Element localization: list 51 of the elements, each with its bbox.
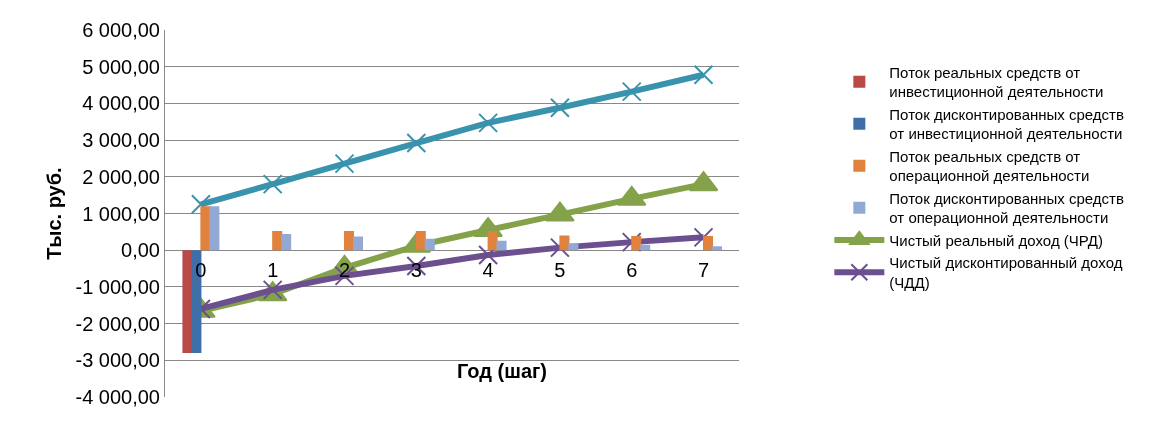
bar [272,231,283,251]
x-axis-title: Год (шаг) [457,360,547,382]
point [621,81,642,102]
point [262,174,283,195]
legend-label: Чистый реальный доход (ЧРД) [889,231,1103,249]
bar [640,244,651,251]
y-tick-label: 5 000,00 [82,55,160,78]
point [478,244,499,265]
bar [487,231,498,251]
point [549,97,570,118]
point [549,237,570,258]
point [693,227,714,248]
y-tick-label: 0,00 [121,239,160,262]
point [621,232,642,253]
bar [424,238,435,251]
bar [343,231,355,251]
legend-label: Поток реальных средств от инвестиционной деятельности [889,63,1104,101]
y-tick-label: 1 000,00 [82,202,160,225]
bar [711,246,723,251]
x-tick-label: 5 [554,259,566,282]
y-tick-label: 3 000,00 [82,129,160,152]
y-tick-label: -4 000,00 [75,386,160,408]
y-axis-title: Тыс. руб. [42,167,65,260]
y-tick-label: -1 000,00 [75,275,160,298]
bar [415,231,426,251]
legend-label: Поток дисконтированных средств от операционной деятельности [889,189,1124,227]
bar [559,235,570,251]
y-tick-label: 4 000,00 [82,92,160,115]
legend-label: Чистый дисконтированный доход (ЧДД) [889,254,1123,291]
bar [496,240,507,251]
bar [568,243,579,251]
y-tick-label: 2 000,00 [82,165,160,188]
x-tick-label: 2 [338,259,351,282]
x-tick-label: 6 [626,259,638,282]
x-tick-label: 7 [697,259,710,282]
point [478,112,499,133]
x-tick-label: 1 [267,259,279,282]
legend-label: Поток реальных средств от операционной деятельности [889,147,1090,185]
point [406,133,427,154]
y-tick-label: -3 000,00 [75,349,160,372]
bar [281,234,292,251]
y-tick-label: -2 000,00 [75,312,160,335]
x-tick-label: 4 [482,259,494,282]
legend-label: Поток дисконтированных средств от инвестиционной деятельности [889,105,1124,143]
bar [702,235,714,251]
point [693,64,714,85]
bar [631,235,642,251]
bar [352,236,363,251]
y-tick-label: 6 000,00 [82,19,160,41]
point [334,153,355,174]
bar [209,206,220,251]
